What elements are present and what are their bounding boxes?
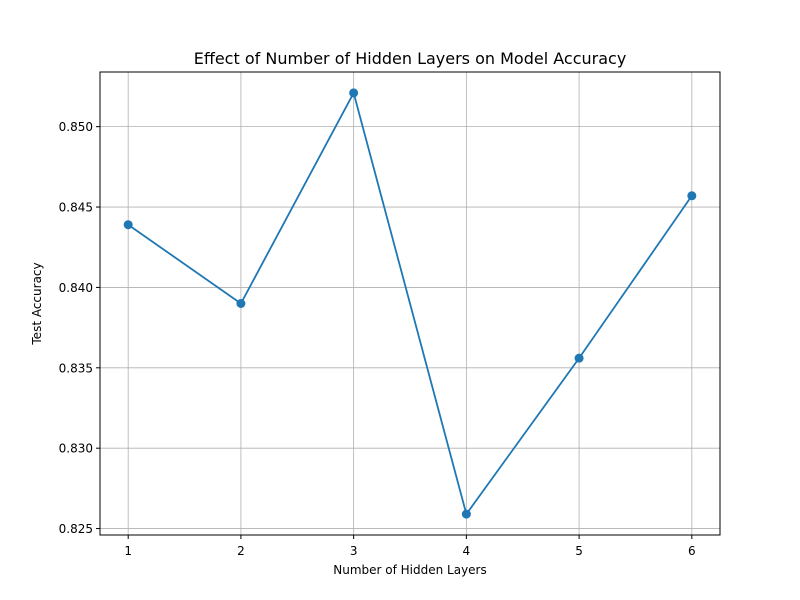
y-tick-label: 0.825 [59, 522, 93, 536]
x-tick-label: 1 [124, 544, 132, 558]
data-point [349, 88, 359, 98]
y-tick-label: 0.850 [59, 120, 93, 134]
plot-frame [99, 71, 721, 536]
y-axis-label: Test Accuracy [30, 262, 44, 345]
x-tick-label: 4 [463, 544, 471, 558]
y-tick-label: 0.830 [59, 442, 93, 456]
data-point [687, 191, 697, 201]
y-tick-label: 0.835 [59, 361, 93, 375]
grid-lines [100, 72, 720, 535]
x-tick-label: 5 [575, 544, 583, 558]
axis-ticks: 1 2 3 4 5 6 0.825 0.830 0.835 0.840 0.845 0.850 [59, 120, 696, 558]
series-line [127, 91, 693, 516]
data-point [123, 220, 133, 230]
data-point [461, 509, 471, 519]
x-axis-label: Number of Hidden Layers [333, 563, 487, 577]
chart-title: Effect of Number of Hidden Layers on Mod… [194, 49, 627, 68]
x-tick-label: 6 [688, 544, 696, 558]
x-tick-label: 3 [350, 544, 358, 558]
y-tick-label: 0.845 [59, 201, 93, 215]
y-tick-label: 0.840 [59, 281, 93, 295]
data-point [236, 299, 246, 308]
x-tick-label: 2 [237, 544, 245, 558]
data-series [123, 88, 697, 519]
data-point [574, 353, 584, 363]
